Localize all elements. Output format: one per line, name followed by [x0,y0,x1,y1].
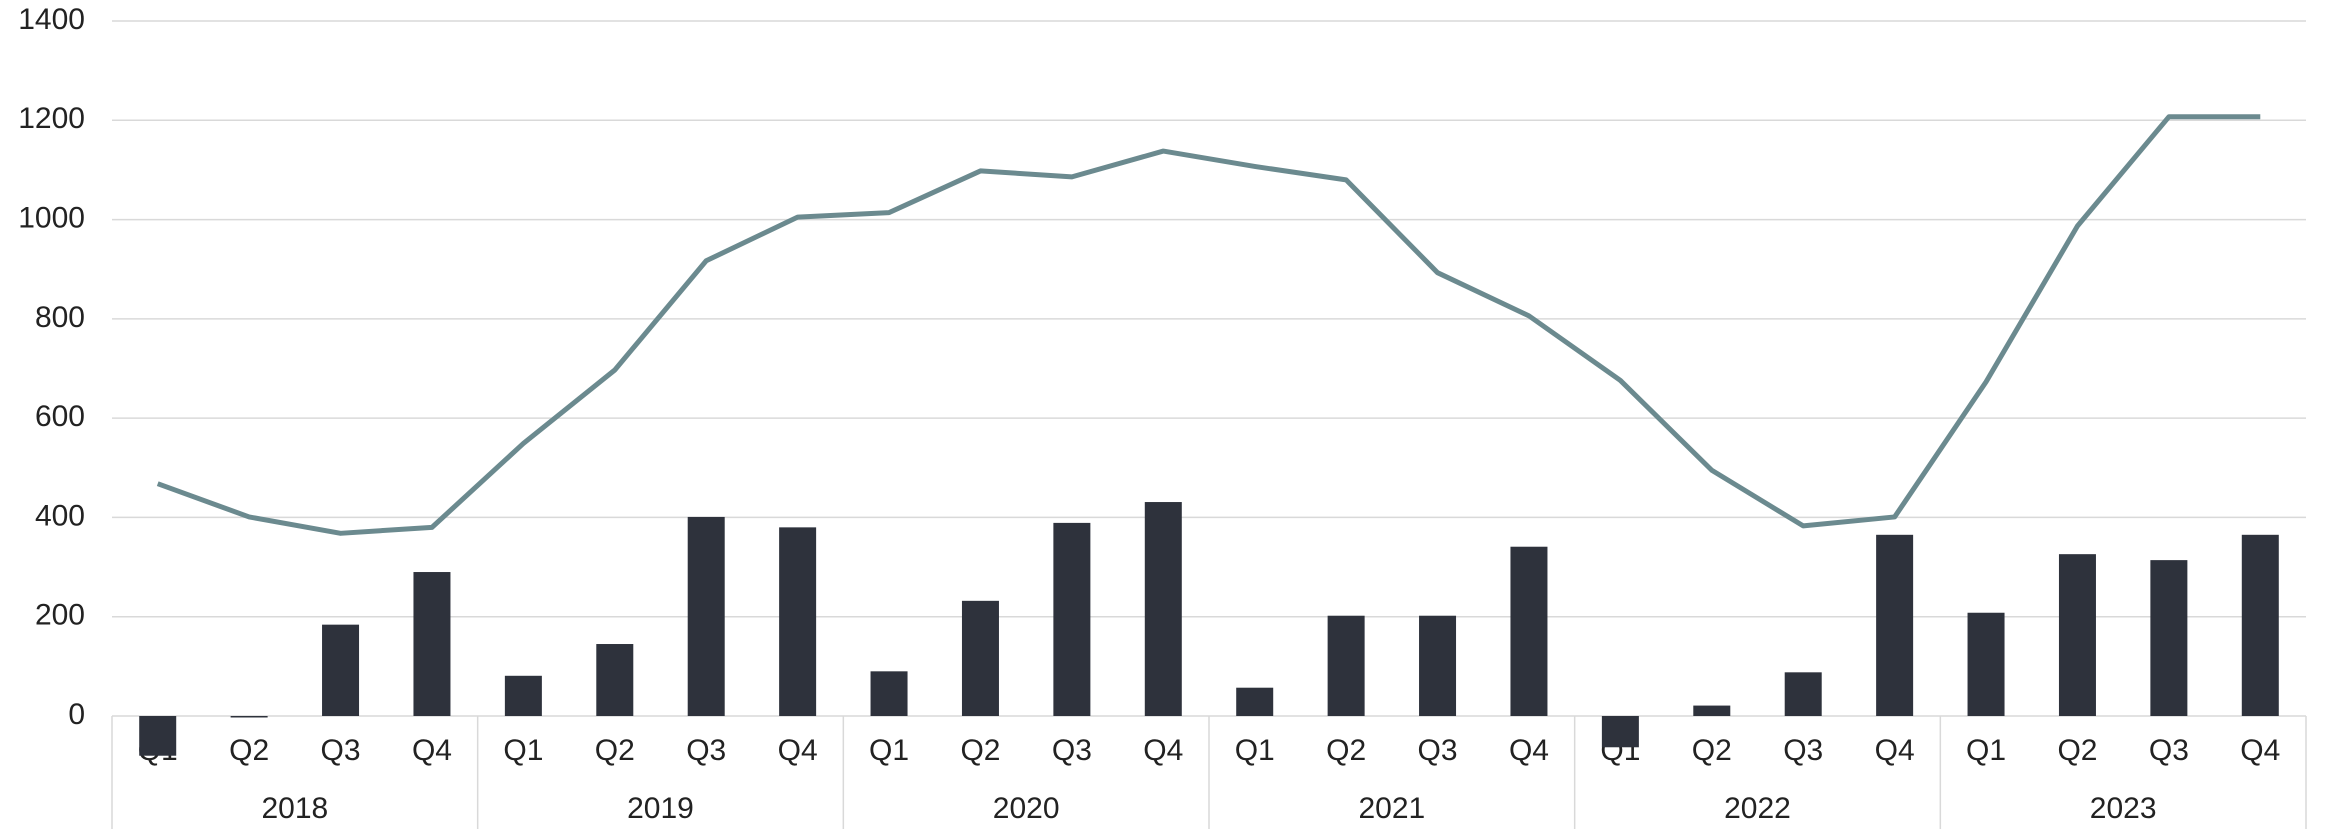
x-tick-label: Q2 [595,734,635,767]
group-label: 2019 [627,792,694,825]
bar [1693,705,1731,716]
x-tick-label: Q4 [1143,734,1183,767]
group-label: 2020 [993,792,1060,825]
bar [1144,502,1182,716]
x-tick-label: Q3 [1783,734,1823,767]
x-tick-label: Q4 [1509,734,1549,767]
bar [1236,687,1274,716]
group-label: 2018 [261,792,328,825]
x-tick-label: Q4 [1875,734,1915,767]
bar [1419,615,1457,716]
bar [779,527,817,716]
bar [961,600,999,716]
x-tick-label: Q2 [2057,734,2097,767]
x-tick-label: Q3 [686,734,726,767]
bar [1876,534,1914,716]
group-label: 2023 [2090,792,2157,825]
bar [596,644,634,716]
bar [413,572,451,716]
x-tick-label: Q3 [1052,734,1092,767]
bar [1053,522,1091,716]
x-tick-label: Q4 [778,734,818,767]
y-tick-label: 200 [35,599,85,632]
y-tick-label: 0 [68,698,85,731]
x-tick-label: Q2 [1326,734,1366,767]
y-tick-label: 1400 [18,3,85,36]
y-tick-label: 400 [35,499,85,532]
x-tick-label: Q1 [503,734,543,767]
x-tick-label: Q1 [869,734,909,767]
group-label: 2022 [1724,792,1791,825]
x-tick-label: Q4 [412,734,452,767]
bar [322,624,360,716]
x-tick-label: Q2 [1692,734,1732,767]
bar [1327,615,1365,716]
x-tick-label: Q2 [960,734,1000,767]
x-tick-label: Q1 [1966,734,2006,767]
bar [2241,534,2279,716]
x-tick-label: Q1 [1235,734,1275,767]
x-tick-label: Q3 [2149,734,2189,767]
bar [139,716,177,756]
x-tick-label: Q3 [321,734,361,767]
bar [1967,612,2005,716]
y-tick-label: 600 [35,400,85,433]
y-tick-label: 1000 [18,201,85,234]
bar [1510,546,1548,716]
x-tick-label: Q2 [229,734,269,767]
x-tick-label: Q4 [2240,734,2280,767]
group-label: 2021 [1358,792,1425,825]
bar [687,516,725,716]
bar [2058,554,2096,716]
x-tick-label: Q3 [1418,734,1458,767]
bar [1601,716,1639,748]
y-tick-label: 800 [35,301,85,334]
bar [504,675,542,716]
line [156,114,2261,536]
bar [230,716,268,718]
bar [2150,560,2188,716]
bar [870,671,908,716]
bar [1784,672,1822,716]
y-tick-label: 1200 [18,102,85,135]
